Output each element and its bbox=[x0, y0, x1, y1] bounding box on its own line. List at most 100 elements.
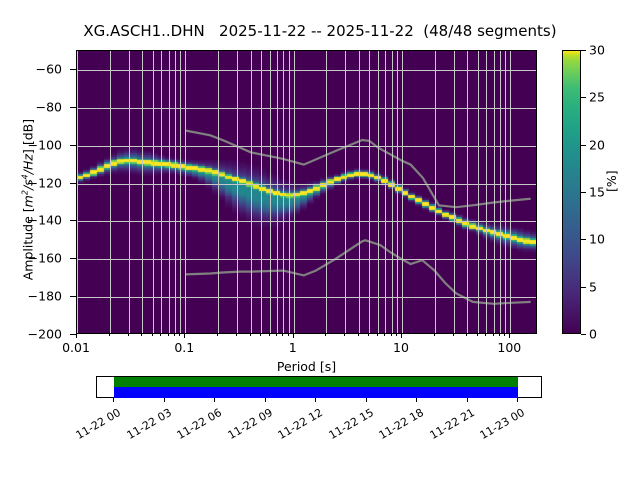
grid-line-horizontal bbox=[77, 107, 536, 109]
grid-line-vertical bbox=[261, 51, 263, 333]
grid-line-vertical bbox=[453, 51, 455, 333]
x-tick-major bbox=[184, 334, 186, 338]
grid-line-vertical bbox=[499, 51, 501, 333]
x-tick-label: 1 bbox=[288, 340, 297, 355]
x-tick-minor bbox=[377, 334, 378, 336]
x-tick-minor bbox=[236, 334, 237, 336]
colorbar-tick-label: 0 bbox=[589, 326, 597, 342]
x-tick-label: 0.1 bbox=[174, 340, 195, 355]
grid-line-vertical bbox=[288, 51, 290, 333]
x-tick-minor bbox=[498, 334, 500, 336]
grid-line-vertical bbox=[358, 51, 360, 333]
grid-line-vertical bbox=[161, 51, 163, 333]
x-tick-major bbox=[401, 334, 402, 338]
x-tick-minor bbox=[216, 334, 218, 336]
ylabel-prefix: Amplitude [ bbox=[20, 207, 36, 281]
x-tick-minor bbox=[396, 334, 398, 336]
x-tick-minor bbox=[466, 334, 468, 336]
x-tick-minor bbox=[179, 334, 181, 336]
y-tick-label: −120 bbox=[27, 175, 62, 190]
grid-line-horizontal bbox=[77, 221, 536, 223]
y-tick-label: −140 bbox=[27, 212, 62, 228]
ylabel-per-s: /s bbox=[20, 179, 36, 191]
colorbar-tick-label: 20 bbox=[589, 137, 605, 153]
ylabel-exp4: 4 bbox=[20, 174, 30, 180]
grid-line-vertical bbox=[128, 51, 130, 333]
timeline-tick-label: 11-22 09 bbox=[225, 406, 275, 442]
grid-line-vertical bbox=[397, 51, 399, 333]
x-tick-minor bbox=[260, 334, 262, 336]
y-tick bbox=[70, 144, 76, 146]
x-tick-minor bbox=[384, 334, 386, 336]
colorbar-tick-label: 10 bbox=[589, 231, 605, 247]
x-tick-minor bbox=[368, 334, 370, 336]
y-tick-label: −160 bbox=[27, 250, 62, 266]
timeline-tick bbox=[264, 398, 266, 402]
colorbar-label: [%] bbox=[604, 170, 619, 192]
page-title: XG.ASCH1..DHN 2025-11-22 -- 2025-11-22 (… bbox=[83, 22, 557, 40]
nhnm-curve bbox=[185, 129, 531, 209]
x-tick-minor bbox=[325, 334, 327, 336]
colorbar-tick-label: 5 bbox=[589, 279, 597, 295]
grid-line-vertical bbox=[109, 51, 111, 333]
timeline-tick bbox=[466, 398, 468, 402]
colorbar-tick bbox=[581, 334, 586, 335]
x-tick-minor bbox=[344, 334, 346, 336]
grid-line-vertical bbox=[180, 51, 182, 333]
y-tick-label: −100 bbox=[27, 137, 62, 153]
x-tick-minor bbox=[476, 334, 478, 336]
colorbar-tick bbox=[581, 97, 586, 99]
timeline-tick-label: 11-23 00 bbox=[477, 406, 527, 442]
y-tick-label: −60 bbox=[35, 61, 62, 77]
x-tick-minor bbox=[504, 334, 506, 336]
x-tick-label: 10 bbox=[393, 340, 409, 355]
grid-line-vertical bbox=[174, 51, 176, 333]
x-tick-minor bbox=[151, 334, 153, 336]
x-tick-minor bbox=[160, 334, 162, 336]
grid-line-vertical bbox=[369, 51, 371, 333]
x-tick-minor bbox=[141, 334, 143, 336]
x-tick-minor bbox=[268, 334, 270, 336]
grid-line-vertical bbox=[142, 51, 144, 333]
colorbar[interactable] bbox=[562, 50, 581, 334]
x-tick-minor bbox=[492, 334, 494, 336]
timeline-tick bbox=[365, 398, 367, 402]
grid-line-vertical bbox=[326, 51, 328, 333]
timeline-tick bbox=[315, 398, 316, 402]
grid-line-vertical bbox=[477, 51, 479, 333]
colorbar-tick-label: 25 bbox=[589, 89, 605, 105]
colorbar-tick bbox=[581, 286, 586, 288]
y-tick bbox=[70, 334, 76, 335]
grid-line-vertical bbox=[77, 51, 78, 333]
timeline-tick-label: 11-22 03 bbox=[124, 406, 174, 442]
x-tick-label: 0.01 bbox=[62, 340, 90, 355]
grid-line-vertical bbox=[391, 51, 393, 333]
timeline-data-bar bbox=[114, 377, 518, 387]
ylabel-per-hz: /Hz bbox=[20, 154, 36, 175]
colorbar-tick bbox=[581, 192, 586, 193]
ylabel-suffix: ] [dB] bbox=[20, 118, 36, 155]
x-tick-minor bbox=[173, 334, 175, 336]
y-tick bbox=[70, 106, 76, 108]
data-coverage-timeline[interactable] bbox=[96, 376, 542, 398]
y-tick bbox=[70, 220, 76, 222]
grid-line-vertical bbox=[237, 51, 238, 333]
grid-line-vertical bbox=[276, 51, 278, 333]
x-tick-major bbox=[292, 334, 294, 338]
timeline-tick bbox=[517, 398, 518, 402]
x-tick-minor bbox=[485, 334, 487, 336]
timeline-tick-label: 11-22 06 bbox=[174, 406, 224, 442]
ppsd-plot-area[interactable] bbox=[76, 50, 537, 334]
x-tick-minor bbox=[390, 334, 392, 336]
timeline-tick-label: 11-22 21 bbox=[427, 406, 477, 442]
y-axis-label: Amplitude [m2/s4/Hz] [dB] bbox=[20, 50, 35, 350]
colorbar-tick bbox=[581, 239, 586, 241]
grid-line-vertical bbox=[378, 51, 379, 333]
grid-line-vertical bbox=[283, 51, 285, 333]
grid-line-vertical bbox=[293, 51, 295, 333]
grid-line-vertical bbox=[217, 51, 219, 333]
grid-line-vertical bbox=[250, 51, 252, 333]
x-tick-minor bbox=[287, 334, 289, 336]
x-tick-minor bbox=[282, 334, 284, 336]
